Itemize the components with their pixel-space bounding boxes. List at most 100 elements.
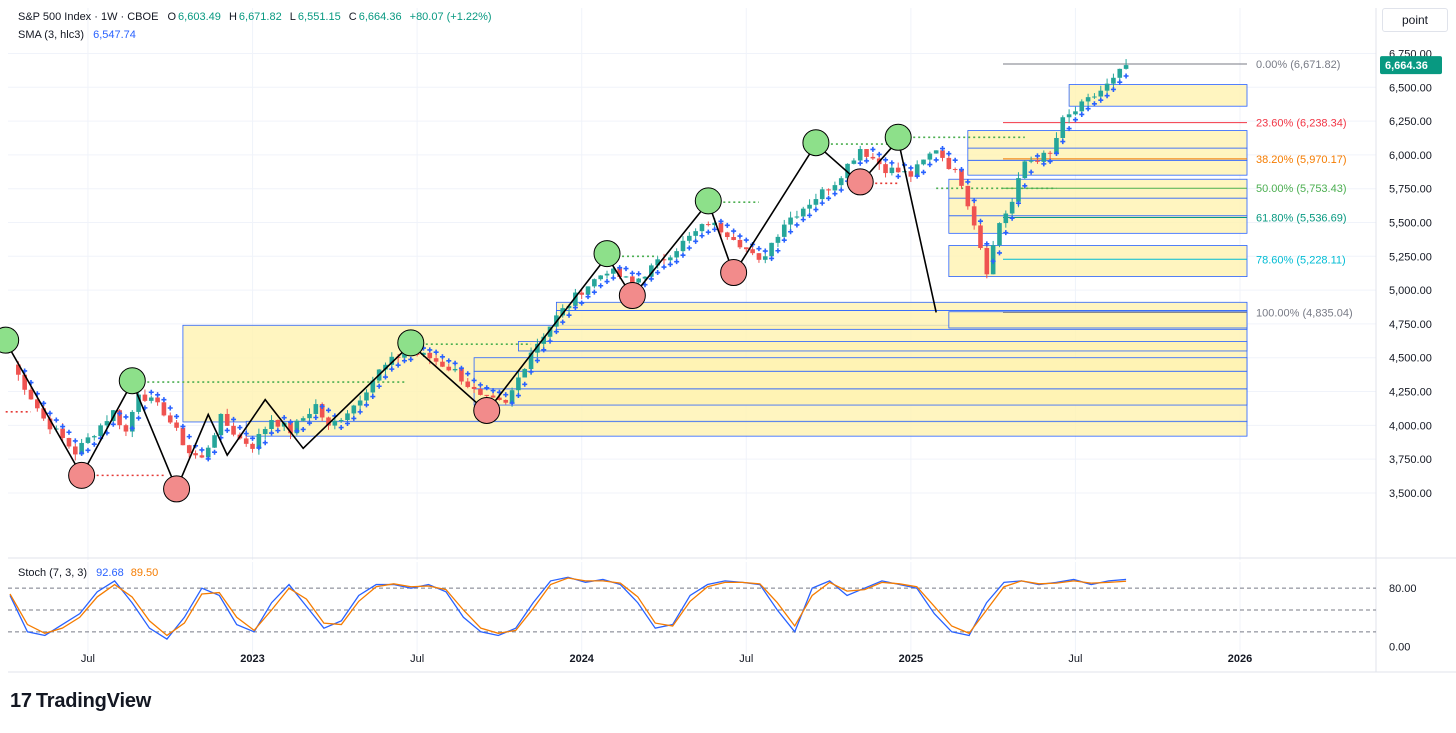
candle-body — [307, 413, 312, 419]
pivot-high-marker — [0, 326, 20, 354]
sma-cross — [921, 169, 927, 175]
candle-body — [908, 171, 914, 177]
stoch-label[interactable]: Stoch (7, 3, 3) — [18, 567, 88, 579]
sma-cross — [769, 255, 775, 261]
sma-cross — [1091, 101, 1097, 107]
fib-label-50.00%: 50.00% (5,753.43) — [1256, 183, 1347, 195]
high-label: H — [228, 11, 237, 23]
sma-cross — [826, 195, 832, 201]
candle-body — [433, 358, 439, 362]
fib-label-100.00%: 100.00% (4,835.04) — [1256, 307, 1353, 319]
sma-cross — [205, 456, 211, 462]
pivot-low-marker — [68, 461, 96, 489]
symbol-title[interactable]: S&P 500 Index · 1W · CBOE — [18, 11, 159, 23]
candle-body — [161, 402, 167, 416]
sma-cross — [161, 397, 167, 403]
candle-body — [547, 326, 553, 337]
sma-cross — [1009, 215, 1015, 221]
candle-body — [186, 445, 192, 454]
candle-body — [250, 443, 255, 449]
candle-body — [1104, 83, 1110, 91]
sma-cross — [363, 402, 369, 408]
stoch-k-value: 92.68 — [96, 567, 124, 579]
candle-body — [895, 167, 901, 173]
candle-body — [1028, 160, 1034, 162]
sma-cross — [610, 275, 616, 281]
price-tick-label: 3,750.00 — [1389, 454, 1432, 466]
candle-body — [724, 232, 730, 238]
pivot-low-marker — [473, 396, 501, 424]
candle-body — [79, 442, 84, 455]
close-value: 6,664.36 — [358, 11, 402, 23]
candle-body — [73, 446, 78, 455]
candle-body — [699, 224, 705, 232]
candle-body — [497, 397, 502, 400]
candle-body — [155, 397, 160, 403]
demand-zone — [967, 130, 1248, 149]
candle-body — [1123, 65, 1129, 69]
candle-body — [984, 248, 990, 275]
candle-body — [136, 394, 141, 412]
tradingview-logo[interactable]: 17 TradingView — [10, 690, 151, 713]
candle-body — [756, 253, 762, 260]
candle-body — [668, 257, 673, 261]
sma-cross — [718, 218, 724, 224]
sma-cross — [319, 403, 325, 409]
stoch-line-%K — [9, 576, 1127, 640]
candle-body — [864, 149, 869, 157]
sma-cross — [914, 173, 920, 179]
candle-body — [319, 404, 325, 418]
pivot-low-marker — [618, 282, 646, 310]
sma-cross — [231, 416, 237, 422]
candle-body — [800, 208, 806, 217]
price-tick-label: 6,000.00 — [1389, 150, 1432, 162]
candle-body — [1047, 152, 1053, 154]
stoch-d-value: 89.50 — [130, 567, 159, 579]
candle-body — [959, 169, 964, 186]
brand-name: TradingView — [35, 690, 152, 712]
legend-sma: SMA (3, hlc3) 6,547.74 — [18, 29, 138, 41]
demand-zone — [555, 301, 1248, 311]
sma-cross — [155, 392, 161, 398]
sma-label[interactable]: SMA (3, hlc3) — [18, 29, 85, 41]
candle-body — [946, 157, 952, 170]
candle-body — [465, 381, 471, 387]
sma-cross — [661, 264, 667, 270]
sma-cross — [598, 283, 604, 289]
sma-cross — [433, 349, 439, 355]
candle-body — [440, 361, 445, 367]
unit-button[interactable]: point — [1382, 8, 1448, 32]
candle-body — [706, 224, 711, 226]
candle-body — [345, 413, 350, 420]
sma-cross — [47, 410, 53, 416]
sma-cross — [889, 160, 895, 166]
price-tick-label: 5,500.00 — [1389, 218, 1432, 230]
sma-cross — [1085, 106, 1091, 112]
sma-cross — [604, 279, 610, 285]
sma-cross — [617, 265, 623, 271]
candle-body — [167, 415, 173, 423]
fib-label-61.80%: 61.80% (5,536.69) — [1256, 213, 1347, 225]
candle-body — [370, 380, 376, 393]
fib-label-0.00%: 0.00% (6,671.82) — [1256, 59, 1340, 71]
sma-cross — [344, 420, 350, 426]
sma-cross — [1028, 169, 1034, 175]
sma-cross — [167, 405, 173, 411]
sma-cross — [572, 305, 578, 311]
candle-body — [604, 273, 610, 276]
close-label: C — [348, 11, 357, 23]
sma-cross — [1060, 139, 1066, 145]
open-value: 6,603.49 — [178, 11, 221, 23]
candle-body — [509, 390, 515, 403]
sma-cross — [351, 415, 357, 421]
sma-cross — [1003, 230, 1009, 236]
fib-label-78.60%: 78.60% (5,228.11) — [1256, 254, 1346, 266]
sma-cross — [693, 238, 699, 244]
price-tick-label: 3,500.00 — [1389, 488, 1432, 500]
sma-cross — [990, 258, 996, 264]
candle-body — [965, 185, 971, 207]
sma-cross — [623, 266, 629, 272]
sma-cross — [1022, 183, 1028, 189]
last-price-tag — [1380, 56, 1442, 75]
